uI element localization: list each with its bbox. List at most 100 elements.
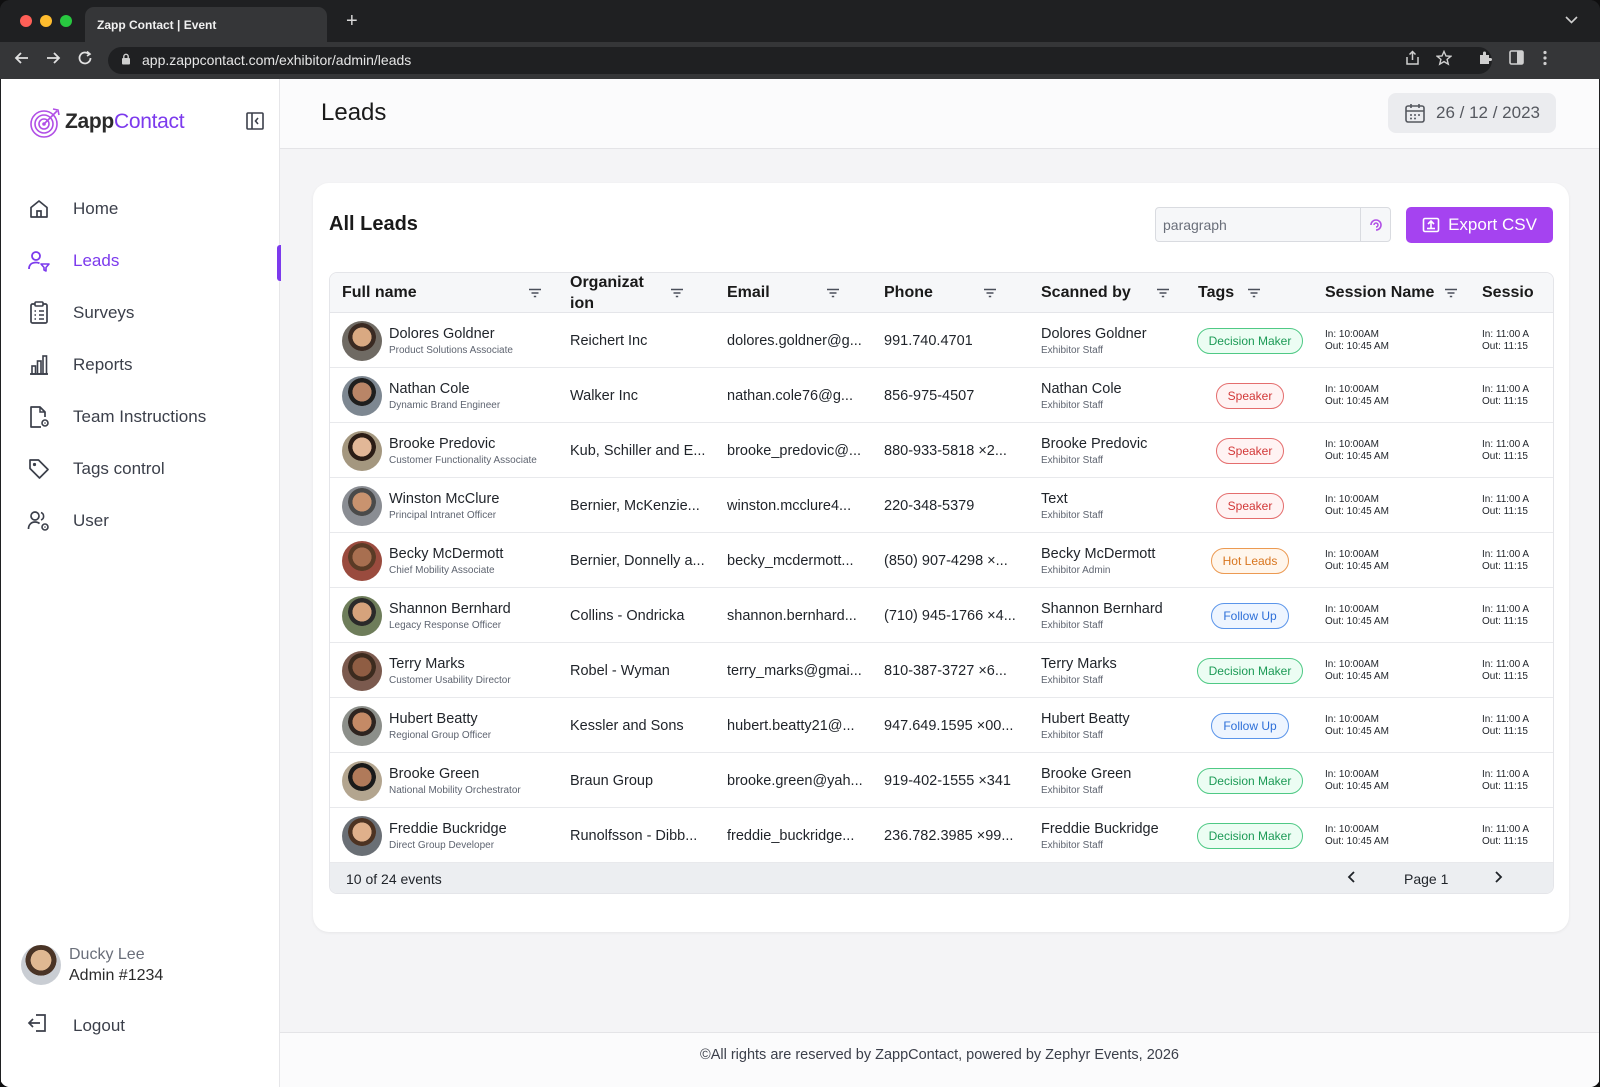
logout-button[interactable]: Logout — [27, 1012, 125, 1039]
table-row[interactable]: Brooke Green National Mobility Orchestrat… — [330, 753, 1553, 808]
column-header[interactable]: Email — [727, 273, 770, 313]
search-button[interactable] — [1360, 208, 1390, 241]
sidebar-item-user[interactable]: User — [1, 495, 280, 547]
lead-name: Shannon Bernhard — [389, 600, 511, 617]
tag-badge[interactable]: Decision Maker — [1196, 657, 1304, 684]
next-page-icon[interactable] — [1490, 869, 1506, 888]
table-row[interactable]: Becky McDermott Chief Mobility Associate B… — [330, 533, 1553, 588]
url-text[interactable]: app.zappcontact.com/exhibitor/admin/lead… — [142, 52, 412, 68]
tag-cell: Decision Maker — [1186, 313, 1314, 368]
column-header[interactable]: Session Name — [1325, 273, 1434, 313]
zappcontact-logo[interactable]: ZappContact — [29, 105, 185, 139]
tag-cell: Speaker — [1186, 423, 1314, 478]
session-in-time: In: 10:00AM — [1325, 438, 1379, 450]
organization: Kessler and Sons — [570, 717, 684, 734]
copyright-text: ©All rights are reserved by ZappContact,… — [700, 1047, 1179, 1063]
tag-badge[interactable]: Speaker — [1215, 382, 1285, 409]
session-2-cell: In: 11:00 A Out: 11:15 — [1482, 368, 1553, 423]
extensions-icon[interactable] — [1477, 50, 1493, 70]
sidebar-item-surveys[interactable]: Surveys — [1, 287, 280, 339]
name-cell: Shannon Bernhard Legacy Response Officer — [389, 588, 564, 643]
scanned-by-role: Exhibitor Staff — [1041, 399, 1104, 411]
column-header[interactable]: Tags — [1198, 273, 1234, 313]
new-tab-icon[interactable]: + — [346, 10, 358, 32]
reload-icon[interactable] — [77, 50, 93, 70]
organization: Braun Group — [570, 772, 654, 789]
scanned-by-name: Hubert Beatty — [1041, 710, 1130, 727]
tag-badge[interactable]: Follow Up — [1211, 712, 1289, 739]
tag-cell: Follow Up — [1186, 698, 1314, 753]
table-row[interactable]: Hubert Beatty Regional Group Officer Kessl… — [330, 698, 1553, 753]
previous-page-icon[interactable] — [1344, 869, 1360, 888]
tag-badge[interactable]: Decision Maker — [1196, 767, 1304, 794]
search-input[interactable] — [1163, 208, 1361, 241]
calendar-icon — [1405, 104, 1425, 123]
filter-icon[interactable] — [1156, 288, 1170, 298]
scanned-by-role: Exhibitor Staff — [1041, 839, 1104, 851]
tab-list-chevron-icon[interactable] — [1565, 12, 1578, 27]
filter-icon[interactable] — [983, 288, 997, 298]
column-header[interactable]: Organizat ion — [570, 273, 650, 313]
phone-cell: 991.740.4701 — [884, 313, 1029, 368]
maximize-window-button[interactable] — [60, 15, 72, 27]
table-row[interactable]: Terry Marks Customer Usability Director Ro… — [330, 643, 1553, 698]
browser-tab[interactable]: Zapp Contact | Event — [85, 7, 327, 42]
tag-badge[interactable]: Follow Up — [1211, 602, 1289, 629]
column-header[interactable]: Full name — [342, 273, 417, 313]
filter-icon[interactable] — [1247, 288, 1261, 298]
table-row[interactable]: Winston McClure Principal Intranet Office… — [330, 478, 1553, 533]
table-row[interactable]: Nathan Cole Dynamic Brand Engineer Walker … — [330, 368, 1553, 423]
phone-cell: 810-387-3727 ×6... — [884, 643, 1029, 698]
session-2-in-time: In: 11:00 A — [1482, 548, 1530, 560]
browser-menu-icon[interactable] — [1543, 50, 1547, 70]
leads-table: Full name Organizat ion Email Phone Scanned … — [329, 272, 1554, 894]
table-footer: 10 of 24 events Page 1 — [330, 863, 1553, 893]
bookmark-star-icon[interactable] — [1435, 49, 1453, 70]
collapse-sidebar-icon[interactable] — [245, 111, 265, 131]
tag-badge[interactable]: Decision Maker — [1196, 327, 1304, 354]
sidebar: ZappContact Home Leads — [1, 79, 281, 1087]
current-user[interactable]: Ducky Lee Admin #1234 — [21, 945, 163, 985]
scanned-by-cell: Freddie Buckridge Exhibitor Staff — [1041, 808, 1191, 863]
export-csv-button[interactable]: Export CSV — [1406, 207, 1553, 243]
lead-job-title: Principal Intranet Officer — [389, 509, 497, 521]
address-bar[interactable] — [108, 47, 1492, 74]
table-row[interactable]: Freddie Buckridge Direct Group Developer R… — [330, 808, 1553, 863]
scanned-by-cell: Dolores Goldner Exhibitor Staff — [1041, 313, 1191, 368]
tag-badge[interactable]: Decision Maker — [1196, 822, 1304, 849]
tag-badge[interactable]: Speaker — [1215, 492, 1285, 519]
table-row[interactable]: Dolores Goldner Product Solutions Associa… — [330, 313, 1553, 368]
filter-icon[interactable] — [670, 288, 684, 298]
sidebar-item-home[interactable]: Home — [1, 183, 280, 235]
filter-icon[interactable] — [1444, 288, 1458, 298]
session-cell: In: 10:00AM Out: 10:45 AM — [1325, 423, 1475, 478]
column-header[interactable]: Sessio — [1482, 273, 1534, 313]
column-header[interactable]: Scanned by — [1041, 273, 1131, 313]
email-cell: dolores.goldner@g... — [727, 313, 872, 368]
tag-badge[interactable]: Speaker — [1215, 437, 1285, 464]
tag-badge[interactable]: Hot Leads — [1210, 547, 1290, 574]
share-icon[interactable] — [1405, 50, 1420, 70]
session-2-in-time: In: 11:00 A — [1482, 768, 1530, 780]
forward-arrow-icon[interactable] — [45, 50, 61, 70]
sidebar-item-leads[interactable]: Leads — [1, 235, 281, 287]
column-header[interactable]: Phone — [884, 273, 933, 313]
date-picker[interactable]: 26 / 12 / 2023 — [1388, 93, 1556, 133]
scanned-by-cell: Terry Marks Exhibitor Staff — [1041, 643, 1191, 698]
session-2-cell: In: 11:00 A Out: 11:15 — [1482, 753, 1553, 808]
sidebar-item-tags-control[interactable]: Tags control — [1, 443, 280, 495]
side-panel-icon[interactable] — [1509, 50, 1524, 69]
sidebar-item-team-instructions[interactable]: Team Instructions — [1, 391, 280, 443]
organization-cell: Bernier, Donnelly a... — [570, 533, 715, 588]
back-arrow-icon[interactable] — [14, 50, 30, 70]
phone: 236.782.3985 ×99... — [884, 827, 1014, 844]
scanned-by-name: Nathan Cole — [1041, 380, 1122, 397]
sidebar-item-reports[interactable]: Reports — [1, 339, 280, 391]
filter-icon[interactable] — [826, 288, 840, 298]
page-header: Leads 26 / 12 / 2023 — [280, 79, 1599, 149]
table-row[interactable]: Brooke Predovic Customer Functionality As… — [330, 423, 1553, 478]
close-window-button[interactable] — [20, 15, 32, 27]
filter-icon[interactable] — [528, 288, 542, 298]
minimize-window-button[interactable] — [40, 15, 52, 27]
table-row[interactable]: Shannon Bernhard Legacy Response Officer C… — [330, 588, 1553, 643]
